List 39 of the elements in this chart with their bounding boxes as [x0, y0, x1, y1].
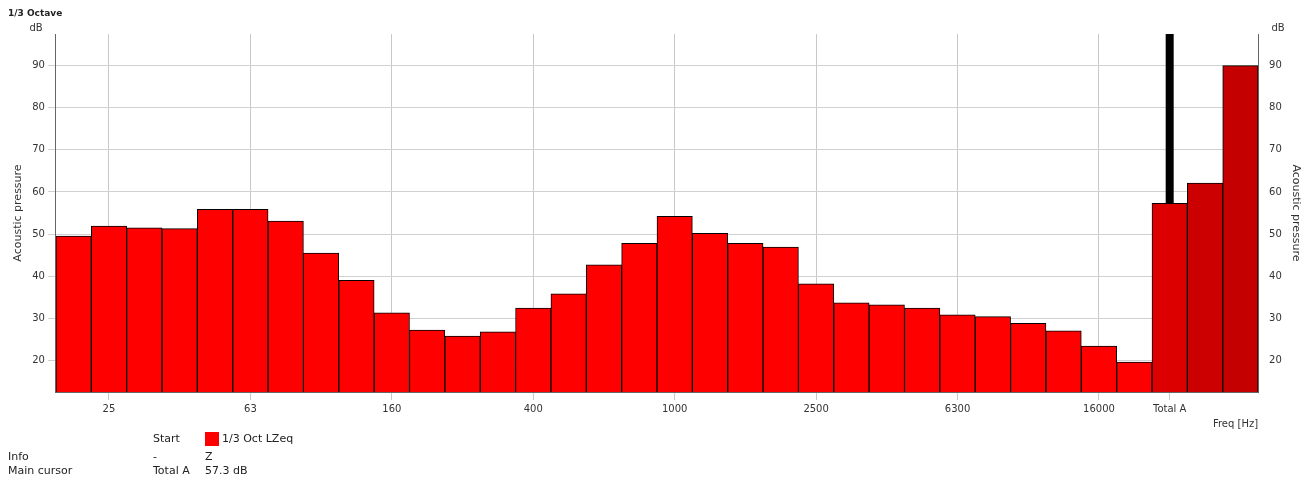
y2-tick-label: 30 [1269, 311, 1282, 323]
x-tick-label: Total A [1151, 402, 1187, 414]
y2-axis-title: Acoustic pressure [1289, 164, 1303, 262]
x-tick-label: 6300 [944, 402, 971, 414]
y-axis-title: Acoustic pressure [11, 164, 25, 262]
x-tick-label: 16000 [1083, 402, 1115, 414]
y-tick-label: 60 [32, 185, 45, 197]
x-tick-label: 400 [523, 402, 543, 414]
text: dB [29, 21, 43, 33]
x-tick-label: 63 [244, 402, 257, 414]
chart-title: 1/3 Octave [8, 8, 64, 20]
text: - [153, 450, 158, 464]
x-tick-label: 2500 [803, 402, 829, 414]
text: Info [8, 450, 30, 464]
y-tick-label: 30 [32, 311, 45, 323]
y-tick-label: 80 [32, 101, 45, 113]
y2-tick-label: 20 [1269, 354, 1282, 366]
text: 57.3 dB [205, 464, 249, 478]
y-tick-label: 40 [32, 269, 45, 281]
x-axis-title: Freq [Hz] [1212, 417, 1259, 429]
y-tick-label: 50 [32, 227, 45, 239]
y-tick-label: 70 [32, 143, 45, 155]
x-tick-label: 160 [382, 402, 402, 414]
text: dB [1271, 21, 1285, 33]
y2-tick-label: 80 [1269, 101, 1282, 113]
legend-label: 1/3 Oct LZeq [221, 432, 294, 446]
y2-tick-label: 90 [1269, 59, 1282, 71]
y-tick-label: 20 [32, 354, 45, 366]
x-tick-label: 25 [102, 402, 116, 414]
text: Total A [153, 464, 191, 478]
text: Start [153, 432, 181, 447]
text: Main cursor [8, 464, 74, 478]
y2-tick-label: 50 [1269, 227, 1282, 239]
y2-tick-label: 70 [1269, 143, 1282, 155]
x-tick-label: 1000 [661, 402, 688, 414]
text: Z [205, 450, 214, 464]
y-tick-label: 90 [32, 59, 45, 71]
y2-tick-label: 60 [1269, 185, 1282, 197]
y2-tick-label: 40 [1269, 269, 1282, 281]
